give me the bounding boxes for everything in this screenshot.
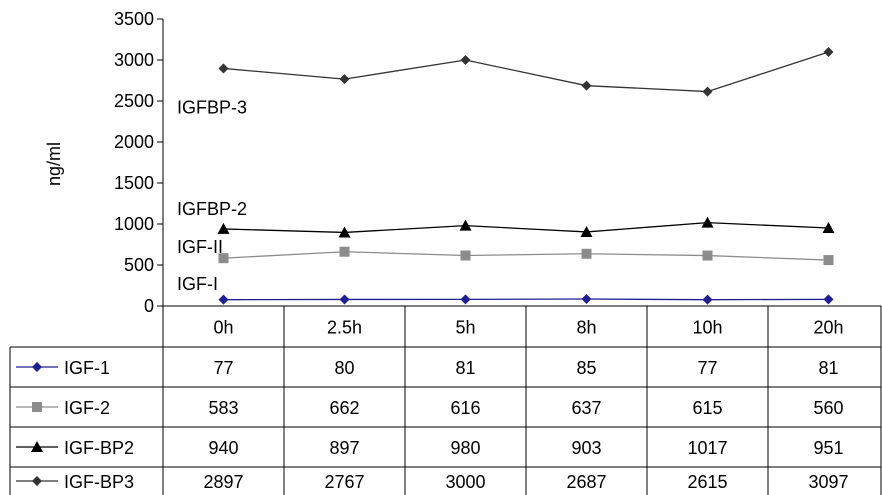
table-cell-value: 980 <box>450 438 480 458</box>
annotation-label: IGFBP-2 <box>177 199 247 219</box>
y-tick-label: 500 <box>124 255 154 275</box>
legend-key-marker <box>31 441 43 452</box>
data-point <box>218 253 229 264</box>
data-point <box>339 74 350 85</box>
x-tick-label: 0h <box>213 318 233 338</box>
annotation-label: IGF-I <box>177 274 218 294</box>
table-cell-value: 616 <box>450 398 480 418</box>
data-point <box>822 222 835 234</box>
table-cell-value: 903 <box>571 438 601 458</box>
series-line-igf-2 <box>223 251 829 261</box>
x-tick-label: 10h <box>692 318 722 338</box>
data-point <box>581 248 592 259</box>
table-cell-value: 897 <box>329 438 359 458</box>
data-point <box>339 246 350 257</box>
annotation-label: IGFBP-3 <box>177 98 247 118</box>
series-line-igf-1 <box>223 298 829 301</box>
data-point <box>459 219 472 231</box>
data-point <box>702 250 713 261</box>
annotation-label: IGF-II <box>177 237 223 257</box>
data-point <box>702 86 713 97</box>
table-cell-value: 615 <box>692 398 722 418</box>
table-cell-value: 77 <box>697 358 717 378</box>
table-cell-value: 2687 <box>566 472 606 492</box>
legend-label: IGF-2 <box>64 398 110 418</box>
legend-key-marker <box>32 362 42 372</box>
data-point <box>823 255 834 266</box>
table-cell-value: 583 <box>208 398 238 418</box>
table-cell-value: 2897 <box>203 472 243 492</box>
data-point <box>823 294 834 305</box>
y-tick-label: 2500 <box>114 91 154 111</box>
data-point <box>218 294 229 305</box>
data-point <box>460 294 471 305</box>
y-tick-label: 3500 <box>114 9 154 29</box>
data-point <box>823 47 834 58</box>
x-tick-label: 8h <box>576 318 596 338</box>
table-cell-value: 560 <box>813 398 843 418</box>
y-tick-label: 1000 <box>114 214 154 234</box>
table-cell-value: 81 <box>455 358 475 378</box>
data-point <box>218 63 229 74</box>
table-cell-value: 85 <box>576 358 596 378</box>
data-point <box>702 294 713 305</box>
y-tick-label: 1500 <box>114 173 154 193</box>
table-cell-value: 77 <box>213 358 233 378</box>
table-cell-value: 3000 <box>445 472 485 492</box>
x-tick-label: 5h <box>455 318 475 338</box>
data-point <box>338 226 351 238</box>
series-line-igf-bp3 <box>223 51 829 93</box>
table-cell-value: 1017 <box>687 438 727 458</box>
data-point <box>460 55 471 65</box>
table-cell-value: 2767 <box>324 472 364 492</box>
data-point <box>580 225 593 237</box>
y-tick-label: 0 <box>144 296 154 316</box>
table-cell-value: 637 <box>571 398 601 418</box>
series-line-igf-bp2 <box>223 221 829 234</box>
y-tick-label: 2000 <box>114 132 154 152</box>
legend-label: IGF-BP2 <box>64 438 134 458</box>
data-table: 0h 2.5h 5h 8h 10h 20h IGF-1 77 80 81 85 77 81 IGF-2 58… <box>9 305 882 495</box>
table-cell-value: 940 <box>208 438 238 458</box>
data-point <box>217 222 230 234</box>
data-point <box>581 294 592 305</box>
data-point <box>339 294 350 305</box>
plot-area: 0 500 1000 1500 2000 2500 3000 3500 <box>114 9 835 316</box>
x-tick-label: 20h <box>813 318 843 338</box>
annotations: IGFBP-3 IGFBP-2 IGF-II IGF-I <box>177 98 247 294</box>
data-point <box>581 80 592 91</box>
table-cell-value: 662 <box>329 398 359 418</box>
table-cell-value: 81 <box>818 358 838 378</box>
table-cell-value: 80 <box>334 358 354 378</box>
table-cell-value: 951 <box>813 438 843 458</box>
y-tick-label: 3000 <box>114 50 154 70</box>
data-point <box>460 250 471 261</box>
y-axis-label: ng/ml <box>44 142 64 186</box>
legend-label: IGF-1 <box>64 358 110 378</box>
legend-label: IGF-BP3 <box>64 472 134 492</box>
legend-key-marker <box>32 402 42 412</box>
legend-key-marker <box>32 476 42 486</box>
x-tick-label: 2.5h <box>327 318 362 338</box>
table-cell-value: 3097 <box>808 472 848 492</box>
data-point <box>701 216 714 228</box>
table-cell-value: 2615 <box>687 472 727 492</box>
